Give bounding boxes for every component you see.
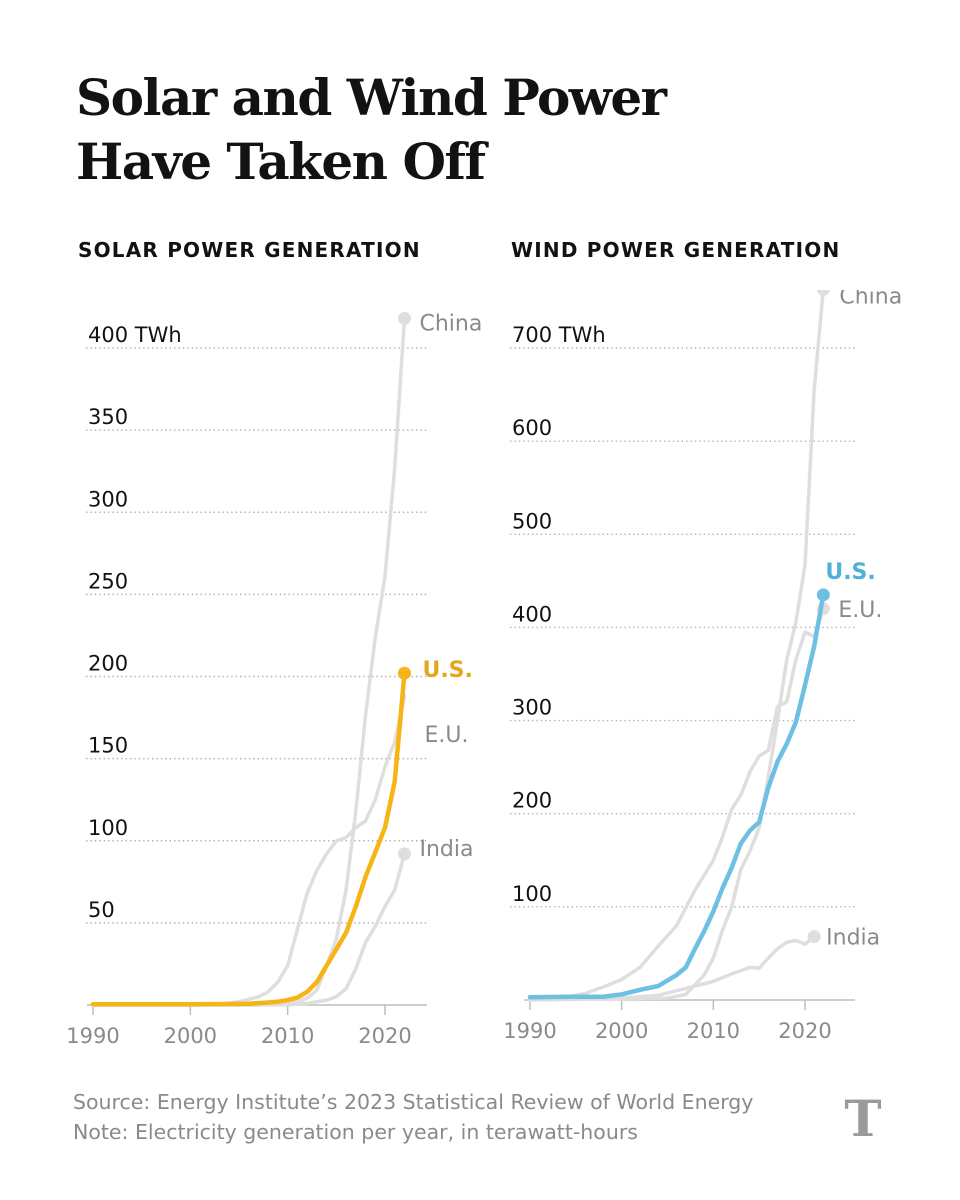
series-line-china [528,290,825,1002]
y-tick-label: 300 [88,487,128,511]
series-line-us [527,592,826,1000]
units-note: Note: Electricity generation per year, i… [73,1120,638,1144]
y-tick-label: 200 [88,652,128,676]
y-tick-label: 300 [512,696,552,720]
wind-chart: 100 200 300 400 500 600 700 TWh 1990 2000 2010 202… [503,290,902,1043]
series-line-india [91,852,407,1007]
solar-chart-heading: SOLAR POWER GENERATION [78,238,421,262]
series-label: China [839,290,902,309]
chart-title: Solar and Wind Power Have Taken Off [76,66,896,194]
source-note: Source: Energy Institute’s 2023 Statisti… [73,1090,754,1114]
x-tick-label: 2000 [595,1019,648,1043]
y-tick-label: 200 [512,789,552,813]
series-line-india [528,934,816,1002]
y-tick-label: 50 [88,898,115,922]
solar-chart: 50 100 150 200 250 300 350 400 TWh 1990 2000 2010 2… [66,311,482,1048]
series-end-marker [816,588,830,602]
x-tick-label: 2020 [778,1019,831,1043]
x-tick-label: 2010 [687,1019,740,1043]
y-tick-label: 400 TWh [88,323,182,347]
y-tick-label: 150 [88,734,128,758]
series-line-us [90,670,407,1007]
y-tick-label: 700 TWh [512,323,606,347]
series-end-marker [397,666,411,680]
series-end-marker [397,847,411,861]
x-tick-label: 1990 [66,1024,119,1048]
series-label: U.S. [422,658,472,683]
y-tick-label: 100 [88,816,128,840]
wind-chart-heading: WIND POWER GENERATION [511,238,841,262]
series-line-eu [528,607,826,1001]
y-tick-label: 600 [512,416,552,440]
series-end-marker [397,311,411,325]
series-end-marker [816,290,830,296]
series-label: India [419,837,473,862]
y-tick-label: 400 [512,602,552,626]
x-tick-label: 2000 [164,1024,217,1048]
x-tick-label: 1990 [503,1019,556,1043]
y-tick-label: 350 [88,405,128,429]
y-tick-label: 250 [88,569,128,593]
series-line-eu [91,694,407,1007]
nyt-logo: T [844,1088,882,1148]
series-label: E.U. [838,598,882,623]
series-label: E.U. [424,723,468,748]
series-end-marker [807,930,821,944]
x-tick-label: 2020 [358,1024,411,1048]
x-tick-label: 2010 [261,1024,314,1048]
title-line-1: Solar and Wind Power [76,68,667,127]
series-label: India [826,926,880,951]
title-line-2: Have Taken Off [76,132,486,191]
series-label: China [419,311,482,336]
y-tick-label: 100 [512,882,552,906]
series-label: U.S. [825,560,875,585]
y-tick-label: 500 [512,509,552,533]
